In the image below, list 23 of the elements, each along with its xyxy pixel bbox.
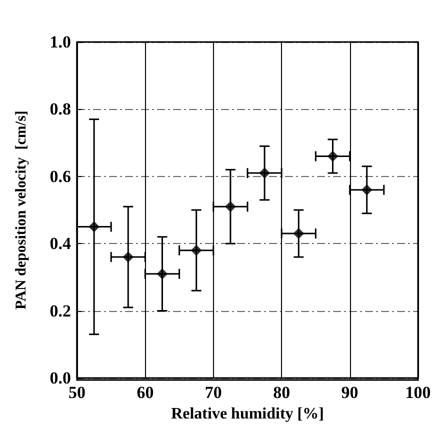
point xyxy=(156,268,168,280)
x-tick-label: 90 xyxy=(341,383,358,402)
y-axis-title: PAN deposition velocity [cm/s] xyxy=(14,110,30,310)
y-tick-label: 0.8 xyxy=(50,100,71,119)
point xyxy=(224,201,236,212)
y-tick-label: 0.6 xyxy=(50,166,71,186)
x-tick-label: 100 xyxy=(405,383,431,402)
point xyxy=(327,150,338,162)
x-tick-label: 50 xyxy=(68,383,86,402)
x-tick-label: 70 xyxy=(204,383,222,402)
y-tick-label: 1.0 xyxy=(50,32,71,52)
x-tick-label: 80 xyxy=(273,383,290,402)
x-tick-label: 60 xyxy=(136,383,154,402)
point xyxy=(122,252,134,263)
point xyxy=(259,168,270,179)
point xyxy=(361,184,372,196)
point xyxy=(88,221,100,232)
point xyxy=(293,228,304,240)
y-tick-label: 0.2 xyxy=(50,301,71,320)
point xyxy=(190,244,202,256)
y-tick-label: 0.4 xyxy=(50,234,72,254)
y-tick-label: 0.0 xyxy=(50,368,71,388)
x-axis-title: Relative humidity [%] xyxy=(171,406,324,422)
